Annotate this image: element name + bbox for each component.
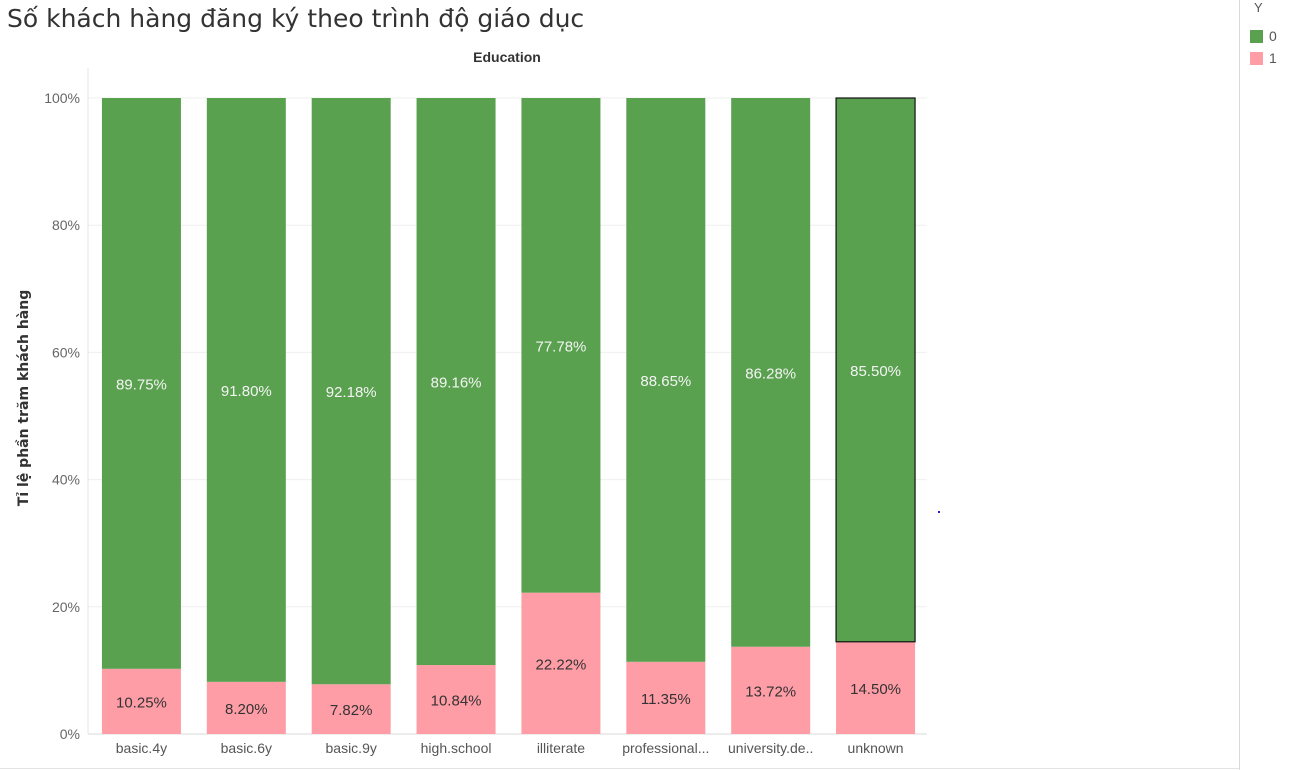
bottom-border bbox=[0, 768, 1239, 769]
x-tick-label: basic.4y bbox=[116, 740, 167, 756]
legend-swatch-1 bbox=[1250, 51, 1263, 65]
x-tick-label: unknown bbox=[848, 740, 904, 756]
bar-segment-0 bbox=[311, 98, 391, 685]
chart-title: Số khách hàng đăng ký theo trình độ giáo… bbox=[7, 4, 585, 33]
data-label: 91.80% bbox=[221, 383, 272, 400]
data-label: 11.35% bbox=[641, 691, 691, 708]
bar-segment-1 bbox=[731, 646, 811, 734]
y-tick-label: 60% bbox=[52, 344, 80, 360]
legend-swatch-0 bbox=[1250, 29, 1263, 43]
selection-outline bbox=[835, 97, 916, 643]
bar-segment-0 bbox=[836, 98, 916, 642]
data-label: 89.75% bbox=[116, 376, 167, 393]
bar-segment-1 bbox=[206, 681, 286, 734]
legend-label-0: 0 bbox=[1269, 28, 1277, 44]
data-label: 8.20% bbox=[225, 701, 268, 718]
data-label: 10.84% bbox=[431, 693, 482, 710]
bar-segment-0 bbox=[101, 98, 181, 669]
bar-segment-1 bbox=[101, 668, 181, 734]
legend-item-1[interactable]: 1 bbox=[1250, 49, 1277, 67]
bar-segment-0 bbox=[416, 98, 496, 666]
data-label: 77.78% bbox=[536, 338, 587, 355]
legend-label-1: 1 bbox=[1269, 50, 1277, 66]
bar-segment-1 bbox=[311, 684, 391, 734]
x-tick-label: university.de.. bbox=[728, 740, 813, 756]
bar-segment-1 bbox=[521, 592, 601, 734]
legend-title: Y bbox=[1254, 0, 1263, 15]
data-label: 86.28% bbox=[745, 365, 796, 382]
data-label: 85.50% bbox=[850, 363, 901, 380]
x-tick-label: illiterate bbox=[537, 740, 585, 756]
data-label: 10.25% bbox=[116, 694, 167, 711]
legend-item-0[interactable]: 0 bbox=[1250, 27, 1277, 45]
x-tick-label: professional... bbox=[622, 740, 709, 756]
y-tick-label: 100% bbox=[44, 90, 80, 106]
data-label: 14.50% bbox=[850, 681, 901, 698]
data-label: 7.82% bbox=[330, 702, 373, 719]
y-axis-title: Tỉ lệ phần trăm khách hàng bbox=[15, 290, 32, 506]
bar-segment-1 bbox=[626, 661, 706, 734]
bar-segment-1 bbox=[416, 665, 496, 734]
y-tick-label: 20% bbox=[52, 599, 80, 615]
legend-panel: Y 0 1 bbox=[1239, 0, 1297, 770]
stray-dot bbox=[938, 511, 940, 513]
y-tick-label: 80% bbox=[52, 217, 80, 233]
y-tick-label: 0% bbox=[60, 726, 80, 742]
bar-segment-1 bbox=[836, 641, 916, 734]
x-tick-label: basic.6y bbox=[221, 740, 272, 756]
y-tick-label: 40% bbox=[52, 472, 80, 488]
data-label: 88.65% bbox=[640, 373, 691, 390]
data-label: 92.18% bbox=[326, 384, 377, 401]
x-tick-label: basic.9y bbox=[326, 740, 377, 756]
x-tick-label: high.school bbox=[421, 740, 492, 756]
data-label: 13.72% bbox=[745, 683, 796, 700]
stacked-bar-chart: 0% 20% 40% 60% 80% 100% Education Tỉ lệ phần tr… bbox=[15, 49, 927, 756]
bar-segment-0 bbox=[626, 98, 706, 662]
bar-segment-0 bbox=[206, 98, 286, 682]
bar-segment-0 bbox=[731, 98, 811, 647]
data-label: 22.22% bbox=[536, 656, 587, 673]
x-axis-title: Education bbox=[473, 49, 541, 65]
bar-segment-0 bbox=[521, 98, 601, 593]
data-label: 89.16% bbox=[431, 375, 482, 392]
